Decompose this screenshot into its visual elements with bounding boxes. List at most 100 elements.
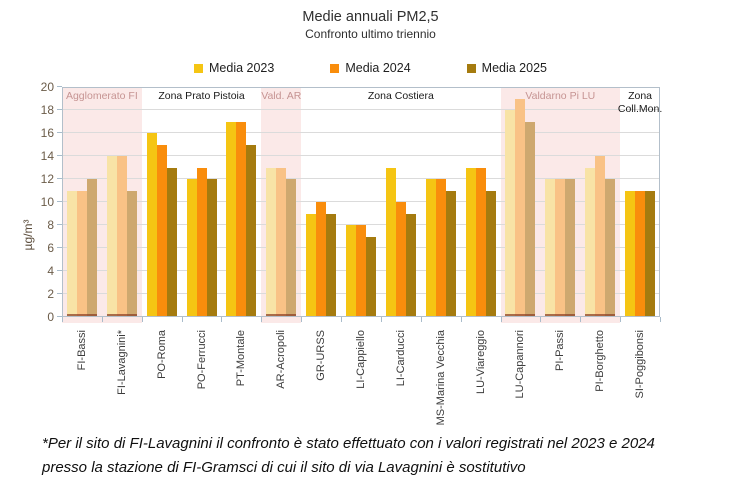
x-axis-label: PI-Passi [554,326,595,371]
x-axis-label-text: LU-Viareggio [474,330,487,395]
x-axis-label-text: LU-Capannori [514,330,527,399]
gridline [62,109,660,110]
x-tick [181,317,183,322]
y-tick-label: 18 [40,103,54,117]
x-axis-label-text: GR-URSS [315,330,328,381]
y-tick [57,109,62,110]
x-axis-label: FI-Bassi [76,326,116,370]
x-axis-label-text: MS-Marina Vecchia [434,330,447,426]
bar [116,156,127,317]
bar [445,190,456,317]
legend-swatch-2024-icon [330,63,340,73]
x-tick [460,317,462,322]
bar [86,179,97,317]
bar [226,121,237,317]
legend-item-media-2023: Media 2023 [194,61,274,75]
zone-label: Zona Prato Pistoia [158,90,245,102]
bar [156,144,167,317]
x-axis-label-text: PO-Ferrucci [195,330,208,390]
bar [276,167,287,317]
legend-label-2024: Media 2024 [345,61,411,75]
x-axis-label-text: AR-Acropoli [275,330,288,389]
bar [106,156,117,317]
bar [286,179,297,317]
x-axis-label: SI-Poggibonsi [634,326,703,399]
y-tick [57,316,62,317]
y-tick-label: 0 [47,310,54,324]
plot-area: Agglomerato FI Zona Prato Pistoia Vald. AR… [41,80,663,425]
zone-label: Zona Coll.Mon. [617,90,663,116]
y-tick [57,201,62,202]
bar [505,110,516,317]
x-axis-label-text: SI-Poggibonsi [634,330,647,399]
bar [425,179,436,317]
bar [356,225,366,317]
bar [545,179,556,317]
y-tick [57,132,62,133]
y-tick-label: 4 [47,264,54,278]
bar [485,190,496,317]
bar [186,179,197,317]
bar [206,179,217,317]
x-axis-label-text: LI-Carducci [394,330,407,387]
bar [465,167,476,317]
x-tick [540,317,542,322]
legend: Media 2023 Media 2024 Media 2025 [0,61,741,75]
gridline [62,201,660,202]
zone-label: Vald. AR [261,90,302,102]
x-tick [380,317,382,322]
zone-label: Agglomerato FI [65,90,138,102]
bar [475,167,486,317]
x-axis-label-text: PI-Passi [554,330,567,371]
y-tick-label: 20 [40,80,54,94]
x-tick [221,317,223,322]
bar [635,190,646,317]
y-tick-label: 8 [47,218,54,232]
x-axis-label-text: PO-Roma [155,330,168,379]
bar [306,213,317,317]
bar [246,144,257,317]
legend-label-2023: Media 2023 [209,61,275,75]
legend-swatch-2023-icon [194,63,203,73]
y-tick-label: 2 [47,287,54,301]
bar [595,156,606,317]
gridline [62,132,660,133]
bar [385,167,396,317]
bar [316,202,327,317]
bar [366,236,376,317]
bar [405,213,416,317]
x-axis-label-text: PT-Montale [235,330,248,387]
x-tick [301,317,303,322]
y-tick [57,247,62,248]
y-tick [57,270,62,271]
bar [126,190,137,317]
y-tick [57,155,62,156]
bar [266,167,277,317]
x-axis-label-text: FI-Lavagnini* [115,330,128,395]
legend-label-2025: Media 2025 [481,61,547,75]
bar [645,190,656,317]
bar [525,121,536,317]
zone-label: Zona Costiera [367,90,434,102]
bar [555,179,566,317]
legend-item-media-2024: Media 2024 [330,61,411,75]
x-axis-label-text: PI-Borghetto [594,330,607,392]
y-tick-label: 12 [40,172,54,186]
x-tick [620,317,622,322]
gridline [62,178,660,179]
x-tick [420,317,422,322]
y-tick-label: 16 [40,126,54,140]
x-axis-label-text: LI-Cappiello [355,330,367,389]
footnote: *Per il sito di FI-Lavagnini il confront… [42,435,655,476]
y-tick [57,293,62,294]
y-tick-label: 10 [40,195,54,209]
zone-label: Valdarno Pi LU [525,90,596,102]
x-tick [341,317,343,322]
bar [435,179,446,317]
y-tick [57,178,62,179]
x-tick [141,317,143,322]
y-tick [57,224,62,225]
y-tick-label: 14 [40,149,54,163]
x-tick [660,317,661,322]
bar [196,167,207,317]
